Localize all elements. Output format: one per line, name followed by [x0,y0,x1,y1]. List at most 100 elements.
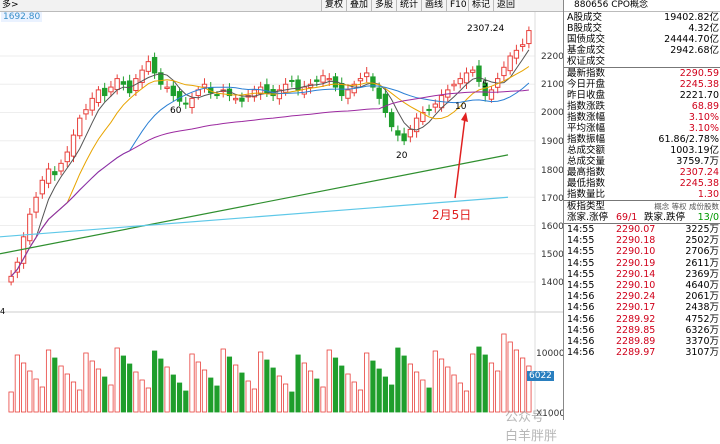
candle-body [139,69,145,83]
candle-body [14,261,21,273]
candle-body [189,97,195,109]
volume-bar [520,357,526,413]
volume-bar [170,374,176,413]
candle-body [382,93,389,114]
volume-bar [27,370,33,413]
candle-body [370,76,376,88]
y-tick-1800: 1800 [541,166,564,176]
candle-body [39,179,45,195]
candle-body [357,78,364,82]
market-stats: A股成交 19402.82亿 B股成交 4.32亿 国债成交 24444.70亿 基金… [567,12,719,67]
volume-bar [501,333,507,413]
volume-bar [395,347,401,413]
volume-bar [407,363,413,413]
volume-bar [189,353,195,413]
candle-body [102,87,108,97]
tick-row: 14:56 2290.17 2438万 [567,302,719,314]
volume-bar [14,354,20,413]
volume-bar [176,382,183,413]
volume-bar [332,357,339,413]
volume-bar [45,349,52,413]
volume-bar [64,373,70,413]
volume-bar [39,386,45,413]
y-tick-2200: 2200 [541,52,564,62]
candle-body [301,86,307,95]
board-type-row: 板指类型 概念 等权 成份股数 [564,200,720,212]
volume-bar [83,352,89,413]
candle-body [376,87,382,99]
candle-body [488,89,495,100]
candle-body [326,78,332,81]
candle-body [233,97,239,101]
candle-body [45,168,52,184]
draw-line-button[interactable]: 画线 [421,0,447,11]
volume-bar [145,387,151,413]
tick-row: 14:55 2290.19 2611万 [567,257,719,269]
y-tick-1700: 1700 [541,194,564,204]
ma-line [10,49,530,277]
tick-row: 14:55 2290.18 2502万 [567,235,719,247]
volume-bar [258,351,264,413]
multi-stock-button[interactable]: 多股 [371,0,397,11]
volume-bar [226,356,233,413]
volume-bar [513,349,519,413]
candle-body [513,49,520,59]
f10-button[interactable]: F10 [446,0,470,11]
y-tick-1900: 1900 [541,137,564,147]
candle-body [345,89,351,99]
candle-body [176,91,183,102]
mark-button[interactable]: 标记 [468,0,494,11]
volume-bar [488,362,495,413]
candle-body [501,66,507,77]
volume-bar [152,350,158,413]
stats-button[interactable]: 统计 [396,0,422,11]
tick-row: 14:56 2289.85 6326万 [567,324,719,336]
volume-bar [8,391,14,413]
candle-body [58,162,64,172]
candle-body [407,128,414,138]
volume-bar [370,360,376,413]
volume-bar [357,389,364,413]
kline-chart-area[interactable]: 多> 复权 叠加 多股 统计 画线 F10 标记 返回 1692.80 2307… [0,0,566,444]
candle-body [151,56,158,74]
volume-bar [420,379,426,413]
tick-row: 14:56 2290.24 2061万 [567,291,719,303]
volume-bar [21,362,27,413]
volume-bar [133,371,139,413]
volume-bar [495,370,501,413]
date-arrow [454,117,466,199]
volume-bar [445,366,451,413]
candle-body [52,171,58,176]
left-annotation-4: 4 [0,307,6,316]
volume-bar [320,386,326,413]
tick-row: 14:55 2290.10 2706万 [567,246,719,258]
candle-body [314,79,320,82]
toolbar-title[interactable]: 多> [2,0,19,10]
volume-bar [476,346,482,413]
ma500-line [0,196,509,238]
annotation-60: 60 [170,106,182,116]
candle-body [114,78,120,91]
candle-body [289,79,295,82]
tick-row: 14:55 2290.14 2369万 [567,268,719,280]
volume-bar [201,369,208,413]
tick-list[interactable]: 14:55 2290.07 3225万 14:55 2290.18 2502万 14:5… [564,223,720,358]
volume-bar [33,378,39,413]
candle-body [420,112,426,122]
vol-unit-label: X1000 [536,409,566,419]
volume-bar [295,354,301,413]
back-button[interactable]: 返回 [493,0,519,11]
candle-body [395,130,401,136]
volume-bar [120,355,126,413]
volume-bar [438,358,445,413]
candle-body [95,89,102,103]
candle-body [526,30,532,45]
y-tick-2100: 2100 [541,80,564,90]
candle-body [470,69,476,73]
volume-bar [89,360,95,413]
candle-body [282,83,289,93]
volume-bar [389,384,395,413]
overlay-button[interactable]: 叠加 [346,0,372,11]
adjust-button[interactable]: 复权 [321,0,347,11]
annotation-10: 10 [455,102,467,112]
